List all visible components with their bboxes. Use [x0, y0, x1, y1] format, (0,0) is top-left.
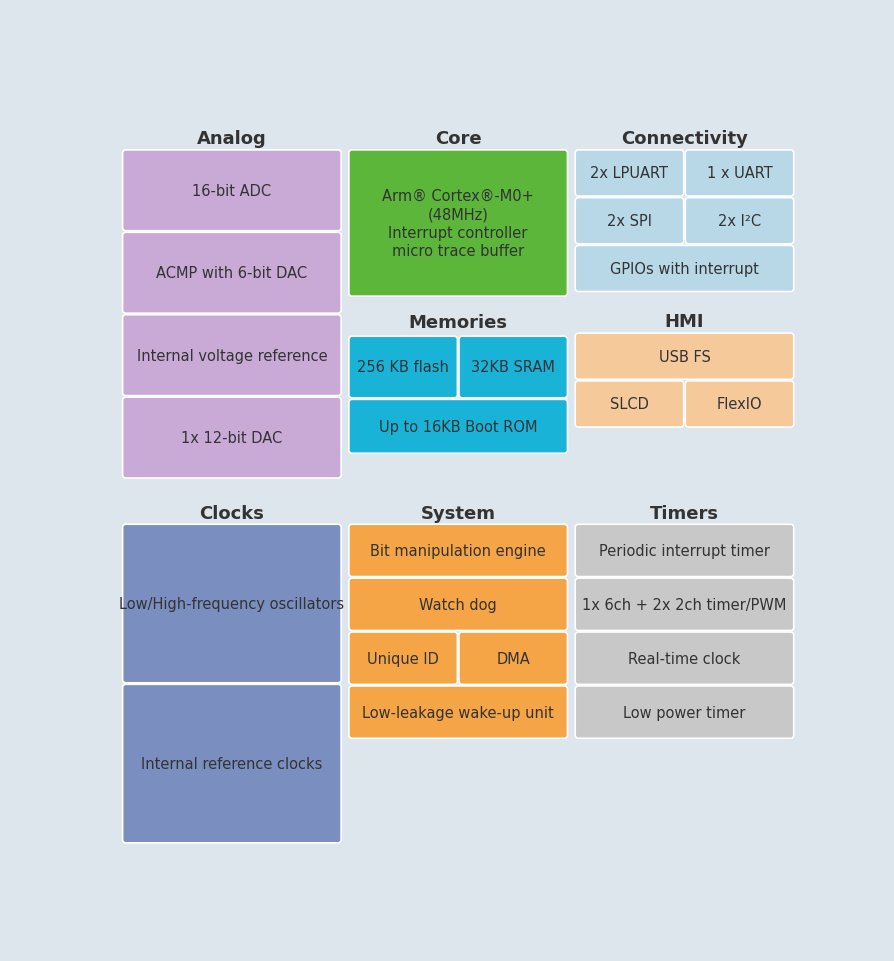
Text: Watch dog: Watch dog — [419, 597, 497, 612]
FancyBboxPatch shape — [349, 632, 458, 684]
Text: 2x LPUART: 2x LPUART — [590, 166, 669, 182]
Text: FlexIO: FlexIO — [717, 397, 763, 412]
FancyBboxPatch shape — [122, 398, 342, 479]
FancyBboxPatch shape — [122, 234, 342, 314]
Text: 2x SPI: 2x SPI — [607, 214, 652, 229]
FancyBboxPatch shape — [575, 382, 684, 428]
FancyBboxPatch shape — [349, 686, 568, 738]
Text: 1x 12-bit DAC: 1x 12-bit DAC — [181, 431, 283, 446]
Text: 2x I²C: 2x I²C — [718, 214, 761, 229]
FancyBboxPatch shape — [575, 632, 794, 684]
FancyBboxPatch shape — [122, 151, 342, 232]
FancyBboxPatch shape — [575, 198, 684, 244]
Text: Core: Core — [434, 130, 482, 148]
Text: 1 x UART: 1 x UART — [706, 166, 772, 182]
Text: Real-time clock: Real-time clock — [628, 651, 740, 666]
FancyBboxPatch shape — [575, 333, 794, 380]
Text: Unique ID: Unique ID — [367, 651, 439, 666]
Text: System: System — [421, 505, 495, 522]
Text: SLCD: SLCD — [610, 397, 649, 412]
FancyBboxPatch shape — [575, 525, 794, 577]
FancyBboxPatch shape — [575, 246, 794, 292]
FancyBboxPatch shape — [349, 151, 568, 297]
Text: ACMP with 6-bit DAC: ACMP with 6-bit DAC — [156, 266, 308, 281]
Text: DMA: DMA — [496, 651, 530, 666]
Text: GPIOs with interrupt: GPIOs with interrupt — [610, 261, 759, 277]
Text: Memories: Memories — [409, 314, 508, 332]
Text: HMI: HMI — [665, 312, 704, 331]
FancyBboxPatch shape — [122, 684, 342, 843]
Text: 1x 6ch + 2x 2ch timer/PWM: 1x 6ch + 2x 2ch timer/PWM — [582, 597, 787, 612]
FancyBboxPatch shape — [349, 400, 568, 454]
Text: Connectivity: Connectivity — [621, 130, 748, 148]
FancyBboxPatch shape — [685, 198, 794, 244]
FancyBboxPatch shape — [685, 382, 794, 428]
FancyBboxPatch shape — [349, 579, 568, 630]
Text: Bit manipulation engine: Bit manipulation engine — [370, 543, 546, 558]
Text: 32KB SRAM: 32KB SRAM — [471, 360, 555, 375]
Text: Arm® Cortex®-M0+
(48MHz)
Interrupt controller
micro trace buffer: Arm® Cortex®-M0+ (48MHz) Interrupt contr… — [383, 188, 534, 259]
Text: Low power timer: Low power timer — [623, 704, 746, 720]
Text: 16-bit ADC: 16-bit ADC — [192, 184, 272, 199]
FancyBboxPatch shape — [349, 337, 458, 399]
Text: Timers: Timers — [650, 505, 719, 522]
Text: Analog: Analog — [197, 130, 266, 148]
FancyBboxPatch shape — [459, 632, 568, 684]
FancyBboxPatch shape — [685, 151, 794, 197]
Text: USB FS: USB FS — [659, 350, 711, 364]
FancyBboxPatch shape — [122, 525, 342, 683]
Text: Periodic interrupt timer: Periodic interrupt timer — [599, 543, 770, 558]
Text: Clocks: Clocks — [199, 505, 265, 522]
Text: Low/High-frequency oscillators: Low/High-frequency oscillators — [119, 597, 344, 611]
FancyBboxPatch shape — [459, 337, 568, 399]
FancyBboxPatch shape — [575, 151, 684, 197]
Text: Low-leakage wake-up unit: Low-leakage wake-up unit — [362, 704, 554, 720]
FancyBboxPatch shape — [122, 315, 342, 396]
Text: Up to 16KB Boot ROM: Up to 16KB Boot ROM — [379, 419, 537, 434]
Text: Internal voltage reference: Internal voltage reference — [137, 348, 327, 363]
Text: Internal reference clocks: Internal reference clocks — [141, 756, 323, 772]
FancyBboxPatch shape — [349, 525, 568, 577]
FancyBboxPatch shape — [575, 579, 794, 630]
Text: 256 KB flash: 256 KB flash — [358, 360, 449, 375]
FancyBboxPatch shape — [575, 686, 794, 738]
